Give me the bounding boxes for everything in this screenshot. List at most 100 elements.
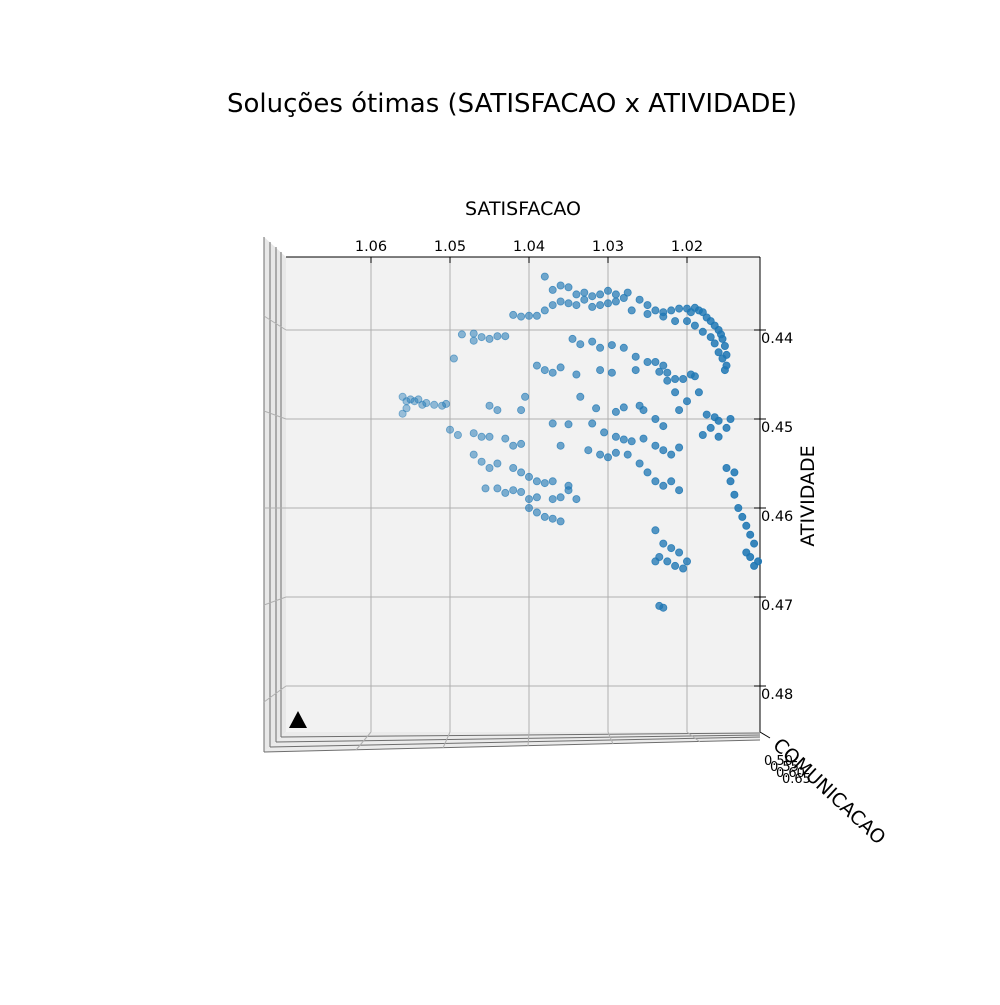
data-point [501, 434, 510, 443]
data-point [604, 299, 613, 308]
grid-floor-1.02 [686, 731, 701, 743]
data-point [643, 468, 652, 477]
data-point [509, 441, 518, 450]
data-point [627, 306, 636, 315]
data-point [584, 446, 593, 455]
data-point [675, 486, 684, 495]
data-point [588, 419, 597, 428]
data-point [517, 439, 526, 448]
data-point [604, 453, 613, 462]
data-point [485, 432, 494, 441]
data-point [556, 517, 565, 526]
data-point [631, 352, 640, 361]
data-point [532, 361, 541, 370]
data-point [469, 429, 478, 438]
data-point [679, 564, 688, 573]
data-point [548, 514, 557, 523]
grid-floor-1.06 [355, 731, 372, 751]
data-point [572, 495, 581, 504]
data-point [469, 329, 478, 338]
data-point [659, 481, 668, 490]
x-tick-label: 1.04 [513, 239, 545, 255]
data-point [683, 397, 692, 406]
data-point [675, 443, 684, 452]
data-point [675, 406, 684, 415]
data-point [619, 403, 628, 412]
data-point [596, 450, 605, 459]
data-point [517, 406, 526, 415]
data-point [659, 422, 668, 431]
data-point [596, 343, 605, 352]
data-point [438, 401, 447, 410]
grid-floor-1.05 [442, 731, 451, 749]
data-point [607, 341, 616, 350]
x-tick-label: 1.02 [671, 239, 703, 255]
data-point [525, 472, 534, 481]
data-point [627, 437, 636, 446]
data-point [675, 304, 684, 313]
data-point [592, 404, 601, 413]
data-point [414, 395, 423, 404]
data-point [730, 468, 739, 477]
data-point [720, 366, 729, 375]
grid-side-0.44 [263, 315, 287, 331]
data-point [540, 512, 549, 521]
data-point [525, 503, 534, 512]
z-tick-label: 0.60 [776, 766, 805, 781]
data-point [525, 311, 534, 320]
data-point [493, 332, 502, 341]
data-point [718, 354, 727, 363]
pane-left [264, 237, 286, 752]
data-point [683, 317, 692, 326]
data-point [406, 395, 415, 404]
data-point [714, 348, 723, 357]
data-point [651, 306, 660, 315]
data-point [663, 376, 672, 385]
data-point [643, 357, 652, 366]
data-point [449, 354, 458, 363]
data-point [683, 557, 692, 566]
data-point [564, 486, 573, 495]
pane-edge-bottom-1 [263, 739, 761, 753]
data-point [714, 432, 723, 441]
grid-floor-1.04 [527, 731, 530, 747]
data-point [659, 539, 668, 548]
data-point [532, 477, 541, 486]
data-point [659, 446, 668, 455]
data-point [738, 512, 747, 521]
data-point [477, 432, 486, 441]
z-axis-ticks: 0.50 0.55 0.60 0.65 COMUNICACAO [764, 734, 890, 849]
data-point [501, 488, 510, 497]
grid-side-0.47 [263, 596, 287, 606]
y-tick-label: 0.44 [761, 331, 793, 347]
y-axis-label: ATIVIDADE [797, 445, 819, 546]
y-tick-label: 0.47 [761, 598, 793, 614]
data-point [596, 301, 605, 310]
data-point [726, 414, 735, 423]
data-point [667, 477, 676, 486]
data-point [398, 409, 407, 418]
data-point [588, 337, 597, 346]
pane-edge-bottom-3 [275, 734, 761, 743]
data-point [746, 553, 755, 562]
pane-edge-bottom-2 [269, 736, 761, 748]
x-tick-label: 1.06 [355, 239, 387, 255]
data-point [730, 490, 739, 499]
data-point [548, 301, 557, 310]
data-point [509, 310, 518, 319]
data-point [588, 292, 597, 301]
data-point [643, 309, 652, 318]
data-point [540, 306, 549, 315]
data-point [651, 414, 660, 423]
x-axis-ticks: 1.06 1.05 1.04 1.03 1.02 SATISFACAO [355, 198, 703, 263]
data-point [600, 428, 609, 437]
data-point [643, 301, 652, 310]
data-point [521, 392, 530, 401]
data-point [517, 312, 526, 321]
data-point [635, 459, 644, 468]
data-point [667, 544, 676, 553]
data-point [690, 321, 699, 330]
data-point [564, 283, 573, 292]
grid-lines [263, 257, 760, 751]
